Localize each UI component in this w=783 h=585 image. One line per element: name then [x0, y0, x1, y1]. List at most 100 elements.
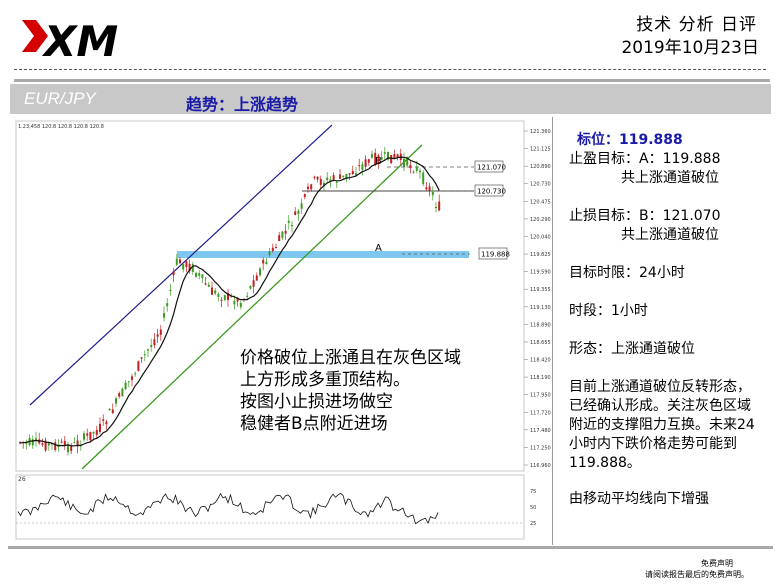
report-date: 2019年10月23日 [621, 38, 759, 58]
candle-body [153, 339, 156, 346]
candle-body [95, 429, 98, 435]
candle-body [262, 259, 265, 264]
summary: 目前上涨通道破位反转形态， 已经确认形成。关注灰色区域 附近的支撑阻力互换。未来… [569, 378, 755, 473]
candle-body [201, 274, 204, 278]
y-tick-label: 120.040 [530, 234, 551, 240]
pattern: 形态：上涨通道破位 [569, 341, 695, 357]
candle-body [303, 194, 306, 197]
summary-line: 119.888。 [569, 455, 641, 471]
candle-body [255, 275, 258, 281]
candle-body [118, 393, 121, 397]
candle-body [387, 151, 389, 160]
candle-body [166, 303, 169, 307]
candle-body [415, 166, 418, 171]
candle-body [105, 421, 108, 425]
price-tag-label: 121.070 [477, 164, 506, 172]
main-panel-frame [15, 120, 525, 472]
candle-body [111, 409, 114, 413]
candle-body [41, 443, 44, 445]
candle-body [35, 438, 37, 440]
candle-body [294, 211, 297, 215]
chart-commentary: 价格破位上涨通且在灰色区域 上方形成多重顶结构。 按图小止损进场做空 稳健者B点… [240, 347, 461, 435]
candle-body [355, 173, 357, 176]
candle-body [412, 171, 415, 173]
candle-body [339, 174, 341, 179]
candle-body [63, 440, 66, 446]
candle-body [44, 440, 47, 451]
candle-body [73, 442, 76, 444]
y-tick-label: 119.825 [530, 252, 551, 258]
disclaimer-title: 免费声明 [701, 559, 733, 568]
point-a-label: A [375, 243, 382, 254]
candle-body [156, 334, 159, 337]
y-tick-label: 118.190 [530, 375, 551, 381]
osc-label: 26 [18, 476, 26, 483]
candle-body [380, 156, 383, 160]
candle-body [217, 294, 220, 297]
candle-body [259, 268, 261, 276]
disclaimer-text: 请阅读报告最后的免费声明。 [645, 570, 749, 579]
bottom-rule [8, 546, 773, 549]
candle-body [300, 203, 303, 209]
top-rule [14, 79, 770, 82]
candle-body [316, 176, 319, 180]
candle-body [137, 361, 140, 371]
chart-svg: 1.23,458 120.8 120.8 120.8 120.8 26 121.36… [15, 120, 551, 540]
summary-line: 已经确认形成。关注灰色区域 [569, 398, 751, 414]
commentary-line: 上方形成多重顶结构。 [240, 370, 410, 390]
candle-body [281, 231, 284, 238]
candle-body [351, 170, 354, 175]
take-profit: 止盈目标：A：119.888 [569, 151, 721, 167]
ma-note: 由移动平均线向下增强 [569, 491, 709, 507]
candle-body [291, 225, 293, 227]
candle-body [191, 264, 194, 272]
osc-tick-label: 50 [530, 505, 536, 511]
candle-body [246, 295, 249, 297]
candle-body [227, 292, 229, 301]
chart-header-text: 1.23,458 120.8 120.8 120.8 120.8 [18, 124, 104, 130]
candle-body [124, 382, 127, 390]
candle-body [265, 261, 268, 265]
y-tick-label: 117.480 [530, 428, 551, 434]
summary-line: 目前上涨通道破位反转形态， [569, 379, 751, 395]
timeframe: 目标时限：24小时 [569, 265, 685, 281]
candle-body [358, 165, 361, 167]
candle-body [396, 154, 399, 158]
candle-body [236, 297, 239, 302]
price-tag-label: 120.730 [477, 188, 506, 196]
candle-body [329, 179, 332, 182]
y-tick-label: 120.890 [530, 164, 551, 170]
candle-body [313, 176, 316, 178]
candle-body [172, 271, 175, 276]
candle-body [76, 440, 79, 447]
candle-body [211, 287, 213, 295]
candle-body [287, 220, 290, 223]
candle-body [150, 344, 153, 347]
candle-body [195, 272, 197, 277]
candle-body [115, 398, 117, 404]
y-tick-label: 117.250 [530, 445, 551, 451]
candle-body [188, 263, 191, 272]
candle-body [198, 273, 201, 276]
candle-body [271, 247, 274, 252]
candle-body [383, 152, 386, 154]
candle-body [102, 419, 105, 421]
candle-body [163, 313, 165, 318]
channel-upper-line [29, 124, 333, 406]
candle-body [47, 442, 50, 446]
candle-body [179, 259, 181, 264]
candle-body [297, 210, 300, 214]
candle-body [268, 251, 271, 256]
candle-body [223, 295, 226, 300]
candle-body [390, 154, 393, 164]
y-tick-label: 119.355 [530, 287, 551, 293]
candle-body [214, 290, 217, 294]
candle-body [409, 165, 412, 169]
candle-body [332, 175, 335, 180]
candle-body [422, 172, 425, 184]
candle-body [435, 206, 437, 209]
price-tag-label: 119.888 [481, 251, 510, 259]
price-tag-box [474, 160, 504, 173]
logo-text: XM [41, 17, 118, 66]
candle-body [83, 433, 85, 440]
